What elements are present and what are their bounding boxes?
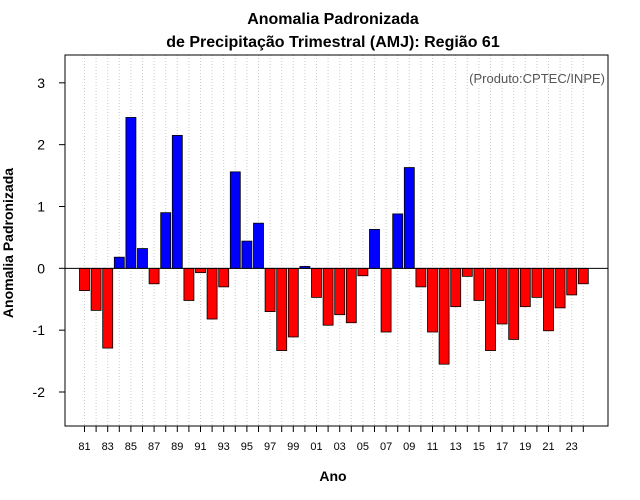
x-tick-label: 21: [542, 441, 554, 453]
x-tick-label: 95: [241, 441, 253, 453]
x-tick-label: 05: [357, 441, 369, 453]
bar-2001: [311, 267, 322, 298]
bar-1997: [264, 267, 276, 313]
grid-lines: [84, 55, 584, 426]
bar-2003: [334, 267, 346, 316]
x-tick-label: 83: [102, 441, 114, 453]
y-tick-label: 3: [37, 75, 45, 91]
bar-1981: [79, 267, 90, 291]
bar-1998: [276, 267, 288, 351]
x-tick-label: 85: [125, 441, 137, 453]
x-axis-title: Ano: [319, 468, 346, 484]
bar-1994: [229, 171, 241, 269]
bar-2015: [473, 267, 485, 301]
x-tick-label: 91: [194, 441, 206, 453]
bar-2006: [369, 228, 380, 269]
bar-2004: [345, 267, 357, 324]
bar-2019: [519, 267, 531, 308]
bar-2018: [508, 267, 520, 340]
bars: [79, 117, 589, 365]
bar-2020: [531, 267, 543, 298]
bar-1989: [171, 134, 183, 269]
bar-1985: [125, 117, 137, 269]
y-tick-label: -2: [33, 384, 46, 400]
bar-2008: [392, 213, 404, 269]
bar-2022: [554, 267, 566, 309]
bar-2014: [461, 267, 473, 277]
bar-1987: [148, 267, 160, 285]
x-tick-label: 87: [148, 441, 160, 453]
x-tick-label: 23: [566, 441, 578, 453]
x-tick-label: 97: [264, 441, 276, 453]
bar-2023: [566, 267, 578, 296]
bar-2005: [357, 267, 369, 277]
x-tick-label: 03: [334, 441, 346, 453]
bar-2007: [380, 267, 392, 333]
x-tick-label: 09: [403, 441, 415, 453]
bar-2017: [496, 267, 508, 325]
bar-2021: [543, 267, 554, 332]
bar-2010: [415, 267, 427, 288]
y-tick-label: 1: [37, 198, 45, 214]
x-tick-label: 17: [496, 441, 508, 453]
bar-1984: [113, 256, 125, 269]
x-tick-label: 11: [427, 441, 438, 453]
bar-1986: [137, 248, 148, 269]
bar-2012: [438, 267, 450, 365]
x-tick-label: 15: [473, 441, 485, 453]
bar-1982: [90, 267, 102, 311]
bar-2009: [403, 167, 415, 269]
y-tick-label: 0: [37, 260, 45, 276]
plot-frame: [64, 54, 609, 427]
x-tick-label: 01: [310, 441, 322, 453]
bar-1991: [195, 267, 206, 274]
x-tick-label: 07: [380, 441, 392, 453]
y-tick-label: -1: [33, 322, 46, 338]
bar-2024: [577, 267, 589, 285]
x-tick-label: 81: [78, 441, 90, 453]
bar-1996: [253, 222, 264, 269]
y-axis-title: Anomalia Padronizada: [0, 168, 16, 318]
y-axis: 3 2 1 0 -1 -2: [33, 75, 65, 400]
x-tick-label: 99: [287, 441, 299, 453]
y-tick-label: 2: [37, 137, 45, 153]
bar-1995: [241, 240, 253, 269]
bar-2013: [450, 267, 462, 308]
bar-2011: [427, 267, 438, 333]
chart-subtitle: de Precipitação Trimestral (AMJ): Região…: [166, 34, 500, 51]
bar-1990: [183, 267, 195, 301]
bar-1983: [102, 267, 114, 349]
bar-2016: [485, 267, 496, 351]
bar-1988: [160, 212, 172, 269]
bar-1993: [218, 267, 230, 288]
bar-2002: [322, 267, 334, 326]
x-tick-label: 13: [450, 441, 462, 453]
x-axis: 81 83 85 87 89 91 93 95 97 99 01 03 05 07 09 11 13 15 17 19…: [78, 426, 584, 453]
bar-1992: [206, 267, 218, 320]
product-credit: (Produto:CPTEC/INPE): [469, 71, 605, 86]
x-tick-label: 19: [519, 441, 531, 453]
x-tick-label: 93: [218, 441, 230, 453]
chart-title: Anomalia Padronizada: [247, 11, 419, 28]
bar-1999: [287, 267, 299, 338]
x-tick-label: 89: [171, 441, 183, 453]
